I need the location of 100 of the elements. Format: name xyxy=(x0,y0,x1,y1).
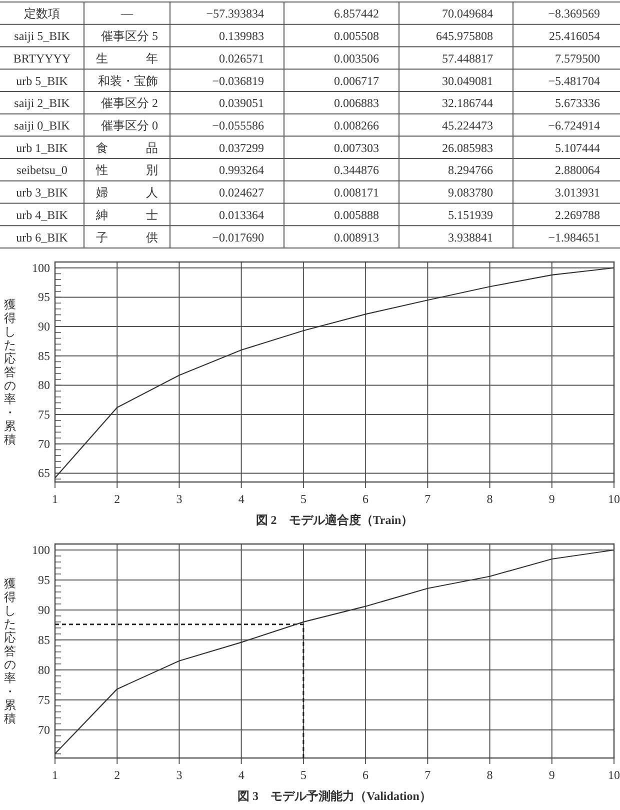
text: 8.294766 xyxy=(448,163,493,178)
text: 25.416054 xyxy=(549,29,600,44)
text: 3.938841 xyxy=(448,230,493,244)
text: 0.344876 xyxy=(334,163,379,178)
text: 催事区分 2 xyxy=(101,96,158,110)
text: 30.049081 xyxy=(442,74,493,88)
text: −57.393834 xyxy=(206,6,264,21)
text: 5.673336 xyxy=(555,96,600,110)
text: 0.037299 xyxy=(219,140,264,155)
text: 5.107444 xyxy=(555,140,600,155)
text: −6.724914 xyxy=(548,118,600,132)
text: 性別 xyxy=(95,163,158,178)
text: 紳士 xyxy=(95,208,158,222)
x-tick-label: 10 xyxy=(608,768,620,782)
text: 5.151939 xyxy=(448,208,493,222)
y-tick-label: 100 xyxy=(32,260,50,275)
text: saiji 5_BIK xyxy=(14,29,70,44)
text: 生年 xyxy=(96,51,158,66)
y-tick-label: 90 xyxy=(38,320,50,334)
text: 0.006717 xyxy=(334,74,379,88)
text: 定数項 xyxy=(24,6,60,21)
text: 0.008171 xyxy=(334,186,379,200)
text: 0.013364 xyxy=(219,208,264,222)
text: BRTYYYY xyxy=(13,51,71,66)
text: −0.055586 xyxy=(212,118,264,132)
x-tick-label: 4 xyxy=(238,492,244,506)
text: 婦人 xyxy=(96,186,158,200)
y-tick-label: 70 xyxy=(38,722,50,737)
text: urb 4_BIK xyxy=(16,208,68,222)
text: urb 6_BIK xyxy=(16,230,68,244)
x-tick-label: 4 xyxy=(238,768,244,782)
x-tick-label: 8 xyxy=(486,492,493,506)
line-series xyxy=(54,267,615,478)
text: 32.186744 xyxy=(442,96,493,110)
line-series xyxy=(54,549,615,754)
text: 26.085983 xyxy=(442,140,493,155)
x-tick-label: 2 xyxy=(114,492,120,506)
y-tick-label: 95 xyxy=(38,572,50,587)
x-tick-label: 3 xyxy=(176,492,182,506)
x-tick-label: 2 xyxy=(114,768,120,782)
text: 催事区分 5 xyxy=(101,29,158,44)
text: 0.007303 xyxy=(334,140,379,155)
x-tick-label: 10 xyxy=(608,492,620,506)
text: urb 1_BIK xyxy=(16,140,68,155)
y-tick-label: 85 xyxy=(38,632,50,647)
text: −5.481704 xyxy=(548,74,600,88)
y-tick-label: 85 xyxy=(38,348,50,363)
x-tick-label: 9 xyxy=(548,492,555,506)
text: — xyxy=(120,6,134,21)
text: 70.049684 xyxy=(442,6,493,21)
text: 0.024627 xyxy=(219,186,264,200)
text: 3.013931 xyxy=(555,186,600,200)
x-tick-label: 7 xyxy=(424,768,431,782)
text: urb 5_BIK xyxy=(16,74,68,88)
x-tick-label: 9 xyxy=(548,768,555,782)
text: −8.369569 xyxy=(548,6,600,21)
text: saiji 2_BIK xyxy=(14,96,70,110)
text: 図 2 モデル適合度（Train） xyxy=(256,513,414,527)
x-tick-label: 3 xyxy=(176,768,182,782)
text: 2.880064 xyxy=(555,163,600,178)
text: −0.036819 xyxy=(212,74,264,88)
y-tick-label: 80 xyxy=(38,662,50,677)
text: 0.008913 xyxy=(334,230,379,244)
y-tick-label: 90 xyxy=(38,602,50,617)
x-tick-label: 6 xyxy=(362,768,369,782)
text: 図 3 モデル予測能力（Validation） xyxy=(238,789,432,803)
x-tick-label: 5 xyxy=(300,768,306,782)
text: 0.039051 xyxy=(219,96,264,110)
text: urb 3_BIK xyxy=(16,186,68,200)
x-tick-label: 1 xyxy=(52,768,58,782)
text: 2.269788 xyxy=(555,208,600,222)
text: 6.857442 xyxy=(334,6,379,21)
text: 獲得した応答の率・累積 xyxy=(4,576,16,726)
text: 0.005508 xyxy=(334,29,379,44)
text: −1.984651 xyxy=(548,230,600,244)
y-tick-label: 100 xyxy=(32,542,50,557)
text: 和装・宝飾 xyxy=(98,74,158,88)
text: 催事区分 0 xyxy=(101,118,158,132)
text: 子供 xyxy=(96,230,158,244)
text: 0.993264 xyxy=(219,163,264,178)
text: 0.003506 xyxy=(334,51,379,66)
x-tick-label: 6 xyxy=(362,492,369,506)
text: 57.448817 xyxy=(442,51,493,66)
text: seibetsu_0 xyxy=(16,163,68,178)
text: 食品 xyxy=(96,140,158,155)
text: 0.005888 xyxy=(334,208,379,222)
text: 7.579500 xyxy=(555,51,600,66)
y-tick-label: 65 xyxy=(38,466,50,480)
y-tick-label: 70 xyxy=(38,436,50,451)
text: 0.026571 xyxy=(219,51,264,66)
y-tick-label: 95 xyxy=(38,290,50,304)
text: −0.017690 xyxy=(212,230,264,244)
text: saiji 0_BIK xyxy=(14,118,70,132)
x-tick-label: 8 xyxy=(486,768,493,782)
y-tick-label: 75 xyxy=(38,408,50,422)
y-tick-label: 75 xyxy=(38,692,50,707)
text: 645.975808 xyxy=(436,29,493,44)
text: 0.139983 xyxy=(219,29,264,44)
x-tick-label: 7 xyxy=(424,492,431,506)
x-tick-label: 5 xyxy=(300,492,306,506)
